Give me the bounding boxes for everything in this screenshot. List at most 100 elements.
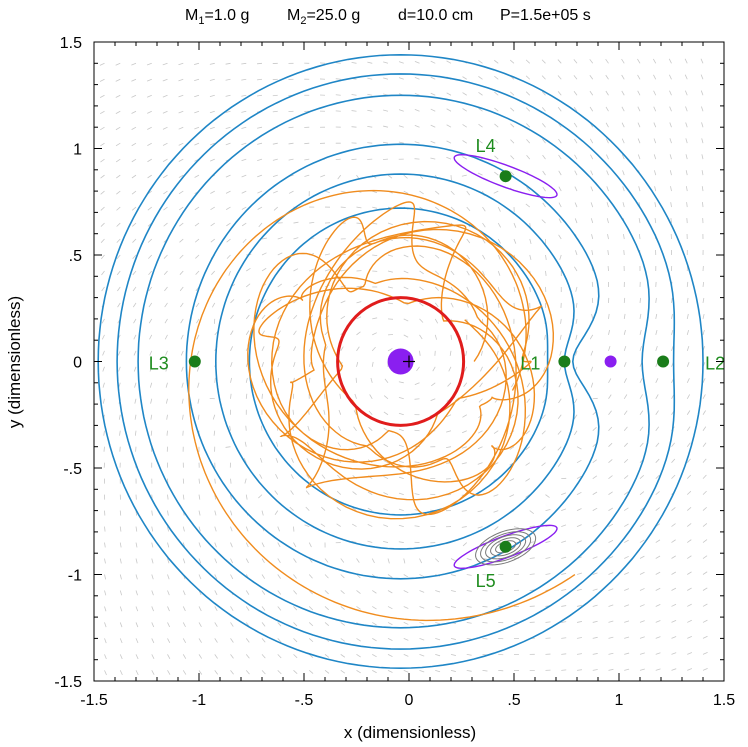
vector-arrow — [367, 540, 373, 543]
vector-arrow — [623, 475, 629, 479]
m2-rest: =25.0 g — [306, 7, 360, 24]
m1-base: M — [185, 7, 198, 24]
vector-arrow — [306, 458, 310, 463]
vector-arrow — [446, 108, 452, 112]
vector-arrow — [462, 140, 467, 144]
x-tick-label: -1 — [192, 692, 206, 709]
vector-arrow — [214, 526, 217, 532]
vector-arrow — [687, 635, 692, 639]
vector-arrow — [383, 125, 389, 128]
vector-arrow — [639, 571, 645, 575]
vector-arrow — [509, 494, 515, 498]
vector-arrow — [606, 202, 609, 208]
vector-arrow — [291, 457, 294, 463]
vector-arrow — [670, 186, 672, 192]
vector-arrow — [700, 90, 704, 96]
vector-arrow — [623, 362, 627, 367]
vector-arrow — [592, 653, 598, 655]
vector-arrow — [461, 510, 467, 512]
vector-arrow — [305, 490, 310, 495]
vector-arrow — [226, 238, 231, 243]
vector-arrow — [104, 638, 107, 644]
vector-arrow — [671, 620, 677, 623]
vector-arrow — [338, 426, 342, 431]
vector-arrow — [655, 378, 659, 383]
vector-arrow — [529, 254, 532, 260]
vector-arrow — [356, 638, 361, 642]
vector-arrow — [497, 238, 501, 244]
vector-arrow — [655, 297, 657, 303]
vector-arrow — [356, 670, 361, 674]
vector-arrow — [321, 506, 326, 511]
vector-arrow — [450, 638, 456, 640]
axis-ticks — [93, 41, 725, 682]
vector-arrow — [684, 90, 688, 96]
vector-arrow — [639, 555, 645, 559]
vector-arrow — [179, 286, 184, 292]
vector-arrow — [573, 122, 578, 128]
vector-arrow — [118, 366, 121, 372]
vector-arrow — [245, 654, 250, 659]
vector-arrow — [293, 221, 299, 224]
vector-arrow — [352, 442, 357, 447]
vector-arrow — [372, 317, 378, 320]
vector-arrow — [132, 254, 137, 259]
vector-arrow — [545, 557, 551, 559]
vector-arrow — [541, 219, 546, 224]
vector-arrow — [275, 457, 279, 463]
vector-arrow — [449, 350, 452, 356]
vector-arrow — [230, 377, 233, 383]
vector-arrow — [462, 92, 467, 96]
vector-arrow — [150, 414, 153, 420]
vector-arrow — [608, 475, 613, 479]
l5-orbit — [475, 528, 537, 566]
vector-arrow — [573, 59, 578, 64]
vector-arrow — [340, 269, 346, 272]
vector-arrow — [461, 174, 467, 177]
vector-arrow — [419, 350, 421, 356]
vector-arrow — [605, 90, 609, 96]
vector-arrow — [482, 270, 485, 276]
vector-arrow — [435, 606, 441, 609]
vector-arrow — [272, 190, 278, 194]
vector-arrow — [383, 61, 389, 64]
vector-arrow — [178, 158, 184, 162]
vector-arrow — [542, 138, 546, 144]
vector-arrow — [178, 142, 184, 146]
vector-arrow — [148, 318, 153, 324]
lagrange-tadpole — [453, 524, 558, 570]
vector-arrow — [214, 478, 216, 484]
vector-arrow — [702, 378, 706, 383]
vector-arrow — [384, 378, 389, 384]
vector-arrow — [414, 382, 420, 385]
vector-arrow — [244, 478, 247, 484]
vector-arrow — [261, 670, 266, 675]
vector-arrow — [447, 382, 452, 387]
vector-arrow — [132, 238, 137, 243]
vector-arrow — [574, 170, 578, 176]
vector-arrow — [529, 573, 535, 575]
vector-arrow — [133, 350, 137, 356]
vector-arrow — [277, 606, 282, 611]
vector-arrow — [383, 77, 389, 80]
vector-arrow — [165, 366, 168, 372]
vector-arrow — [430, 398, 436, 402]
vector-arrow — [241, 174, 247, 178]
vector-arrow — [133, 334, 137, 340]
vector-arrow — [639, 668, 645, 671]
vector-arrow — [195, 302, 200, 308]
vector-arrow — [131, 126, 137, 130]
vector-arrow — [115, 78, 121, 82]
vector-arrow — [340, 670, 346, 674]
vector-arrow — [104, 542, 106, 548]
vector-arrow — [351, 110, 357, 112]
vector-arrow — [529, 525, 535, 527]
vector-arrow — [102, 366, 105, 372]
vector-arrow — [324, 253, 330, 256]
vector-arrow — [479, 382, 483, 388]
vector-arrow — [494, 59, 499, 64]
vector-arrow — [308, 377, 311, 383]
vector-arrow — [685, 170, 688, 176]
vector-arrow — [419, 669, 425, 673]
vector-arrow — [561, 572, 567, 575]
